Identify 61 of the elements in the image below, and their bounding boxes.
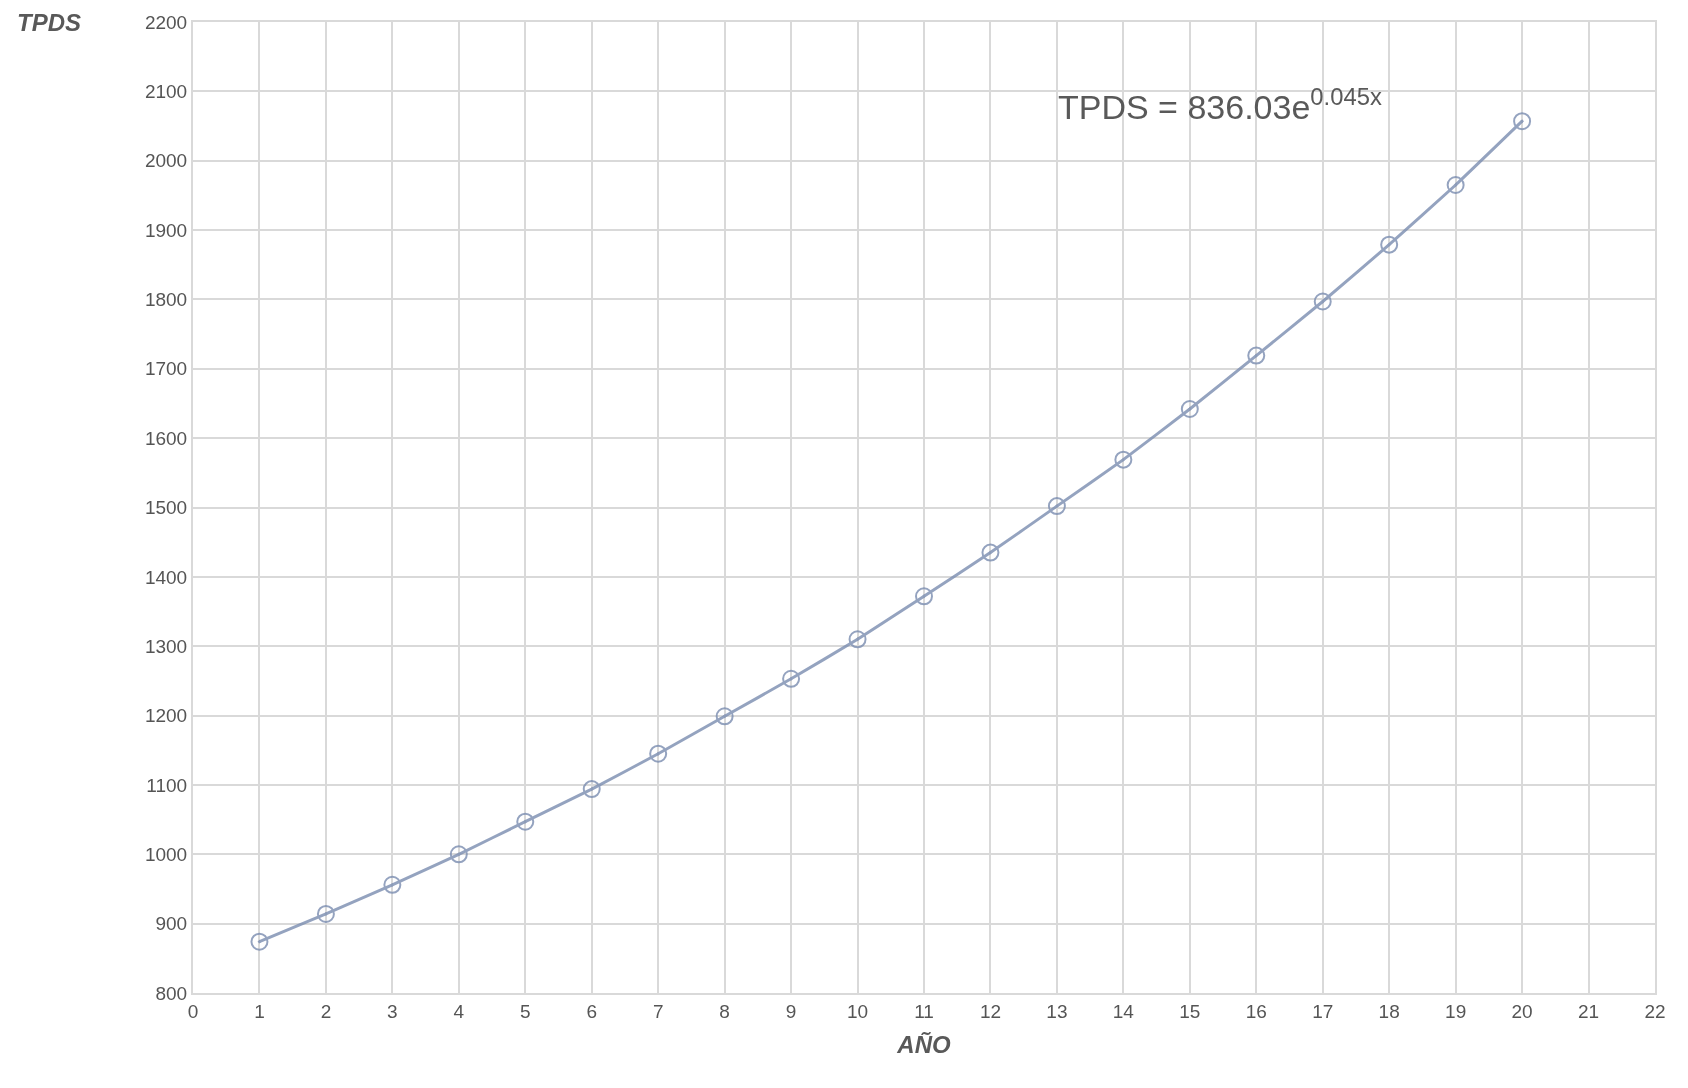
point — [1247, 346, 1266, 365]
x-tick-label: 16 — [1245, 1000, 1267, 1022]
x-axis-title: AÑO — [896, 1030, 951, 1058]
point — [1180, 400, 1199, 418]
y-axis-title: TPDS — [17, 9, 82, 36]
point — [316, 904, 335, 923]
point — [981, 543, 1000, 562]
x-tick-label: 1 — [254, 1000, 265, 1022]
point — [1047, 497, 1066, 516]
point — [848, 630, 867, 649]
y-tick-label: 1100 — [146, 774, 188, 796]
y-tick-label: 1000 — [144, 843, 188, 865]
y-tick-label: 1400 — [144, 566, 188, 588]
y-tick-label: 1600 — [144, 427, 188, 449]
y-tick-label: 1700 — [144, 358, 188, 380]
y-tick-label: 1800 — [144, 289, 188, 311]
annotation: TPDS = 836.03e$^{0.045x}$ — [1058, 83, 1382, 127]
y-tick-label: 2200 — [144, 11, 188, 33]
x-tick-label: 3 — [387, 1000, 398, 1022]
x-tick-label: 19 — [1445, 1000, 1467, 1022]
point — [1513, 112, 1532, 131]
x-tick-label: 9 — [785, 1000, 797, 1022]
point — [383, 875, 402, 894]
y-tick-label: 1200 — [144, 705, 188, 727]
x-tick-label: 18 — [1378, 1000, 1400, 1022]
x-tick-label: 13 — [1046, 1000, 1068, 1022]
y-tick-label: 2000 — [144, 150, 188, 172]
x-tick-label: 10 — [846, 1000, 869, 1022]
point — [1446, 175, 1465, 194]
x-tick-label: 5 — [519, 1000, 531, 1022]
point — [516, 812, 535, 831]
point — [915, 587, 933, 606]
x-tick-label: 7 — [652, 1000, 664, 1022]
point — [1380, 235, 1399, 254]
x-tick-label: 22 — [1644, 1000, 1666, 1022]
x-tick-label: 20 — [1511, 1000, 1533, 1022]
x-tick-label: 6 — [586, 1000, 598, 1022]
point — [715, 707, 734, 726]
x-tick-label: 15 — [1179, 1000, 1201, 1022]
y-tick-label: 2100 — [144, 81, 188, 103]
point — [449, 845, 468, 864]
point — [1313, 292, 1332, 311]
y-tick-label: 900 — [155, 913, 188, 935]
point — [250, 932, 269, 951]
x-tick-label: 2 — [320, 1000, 332, 1022]
x-tick-label: 4 — [453, 1000, 465, 1022]
x-tick-label: 11 — [914, 1000, 934, 1022]
y-tick-label: 1900 — [144, 219, 188, 241]
x-tick-label: 12 — [979, 1000, 1002, 1022]
point — [782, 669, 801, 688]
x-tick-label: 17 — [1312, 1000, 1334, 1022]
point — [582, 780, 601, 799]
y-tick-label: 800 — [155, 982, 188, 1004]
x-tick-label: 8 — [719, 1000, 730, 1022]
y-tick-label: 1300 — [144, 635, 188, 657]
y-tick-label: 1500 — [144, 497, 188, 519]
point — [649, 744, 668, 763]
point — [1114, 450, 1133, 469]
x-tick-label: 21 — [1577, 1000, 1600, 1022]
x-tick-label: 14 — [1112, 1000, 1135, 1022]
x-tick-label: 0 — [187, 1000, 199, 1022]
